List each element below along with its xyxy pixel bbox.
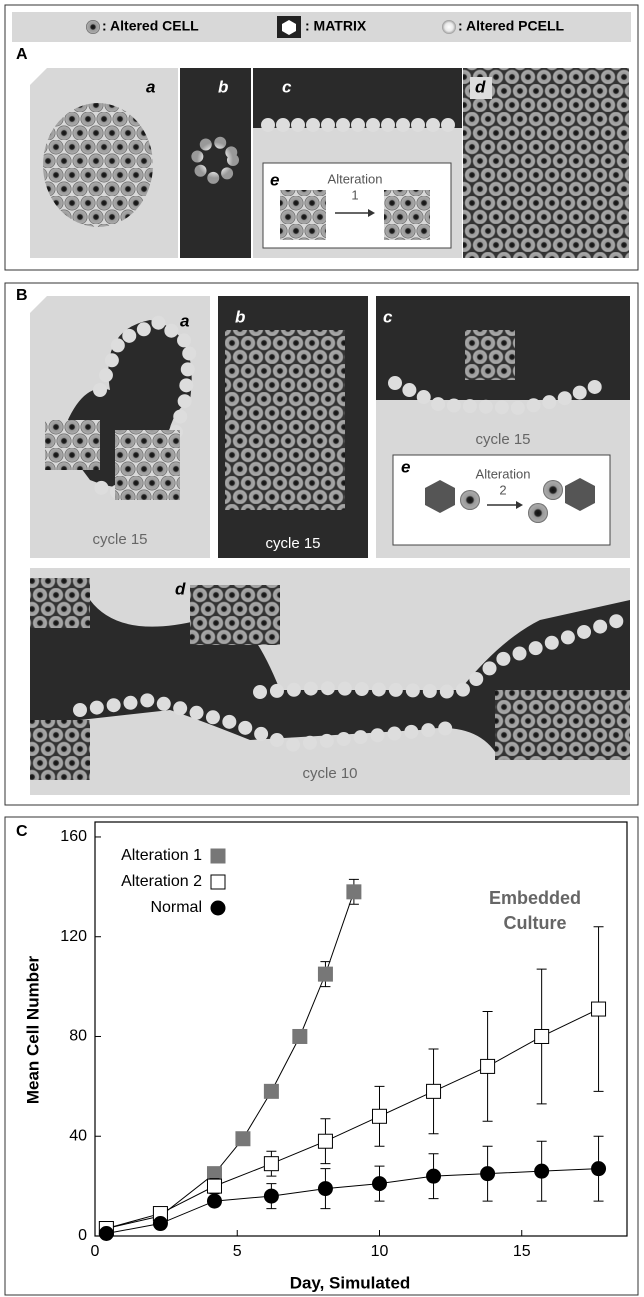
cells <box>225 330 345 510</box>
cells <box>45 420 100 470</box>
y-tick-label: 120 <box>60 928 87 945</box>
legend-text: : Altered CELL <box>102 18 199 34</box>
figure: : Altered CELL : MATRIX : Altered PCELL … <box>0 0 644 1297</box>
cycle-label: cycle 15 <box>92 531 147 548</box>
sub-label: c <box>383 307 393 326</box>
sub-label: c <box>282 77 292 96</box>
marker <box>372 1109 386 1123</box>
cell <box>543 480 563 500</box>
marker <box>535 1029 549 1043</box>
x-axis-label: Day, Simulated <box>290 1273 411 1292</box>
x-tick-label: 15 <box>513 1243 531 1260</box>
legend-marker <box>211 849 225 863</box>
x-tick-label: 10 <box>371 1243 389 1260</box>
sub-label: a <box>180 311 189 330</box>
cells <box>384 190 430 240</box>
cell <box>528 503 548 523</box>
cell-cluster <box>43 103 153 227</box>
legend-pcell <box>442 20 456 34</box>
marker <box>481 1059 495 1073</box>
y-tick-label: 40 <box>69 1127 87 1144</box>
x-tick-label: 0 <box>91 1243 100 1260</box>
marker <box>264 1084 278 1098</box>
legend-marker <box>211 901 225 915</box>
cells <box>465 330 515 380</box>
y-tick-label: 80 <box>69 1028 87 1045</box>
cells <box>115 430 180 500</box>
marker <box>318 1134 332 1148</box>
marker <box>427 1084 441 1098</box>
sub-label: a <box>146 77 155 96</box>
marker <box>427 1169 441 1183</box>
annotation: Embedded <box>489 888 581 908</box>
subpanel <box>180 68 251 258</box>
sub-label: b <box>218 77 228 96</box>
marker <box>207 1179 221 1193</box>
inset-text: Alteration <box>476 466 531 481</box>
marker <box>372 1177 386 1191</box>
marker <box>293 1029 307 1043</box>
cycle-label: cycle 10 <box>302 765 357 782</box>
panel-b: B Alteration 2 b a c d e cycle 15 cycle … <box>5 283 638 805</box>
inset-text: Alteration <box>328 171 383 186</box>
marker <box>592 1002 606 1016</box>
marker <box>318 967 332 981</box>
panel-label: A <box>16 46 28 63</box>
y-axis-label: Mean Cell Number <box>23 955 42 1104</box>
cycle-label: cycle 15 <box>265 535 320 552</box>
y-tick-label: 160 <box>60 828 87 845</box>
legend-label: Normal <box>150 899 202 916</box>
sub-label: d <box>475 77 486 96</box>
legend-cell <box>86 20 100 34</box>
panel-a: : Altered CELL : MATRIX : Altered PCELL … <box>5 5 638 270</box>
cells <box>30 720 90 780</box>
x-tick-label: 5 <box>233 1243 242 1260</box>
marker <box>347 885 361 899</box>
marker <box>207 1194 221 1208</box>
marker <box>264 1157 278 1171</box>
marker <box>264 1189 278 1203</box>
y-tick-label: 0 <box>78 1227 87 1244</box>
panel-label: C <box>16 823 28 840</box>
sub-label: d <box>175 579 186 598</box>
cells <box>190 585 280 645</box>
marker <box>236 1132 250 1146</box>
marker <box>318 1182 332 1196</box>
annotation: Culture <box>504 913 567 933</box>
cells <box>280 190 326 240</box>
inset-text: 1 <box>351 187 358 202</box>
legend-label: Alteration 2 <box>121 873 202 890</box>
marker <box>153 1217 167 1231</box>
inset-text: 2 <box>499 482 506 497</box>
sub-label: b <box>235 307 245 326</box>
legend-marker <box>211 875 225 889</box>
marker <box>535 1164 549 1178</box>
sub-label: e <box>401 457 410 476</box>
marker <box>99 1227 113 1241</box>
cells <box>30 578 90 628</box>
legend-label: Alteration 1 <box>121 847 202 864</box>
cell <box>460 490 480 510</box>
legend-text: : Altered PCELL <box>458 18 564 34</box>
sub-label: e <box>270 170 279 189</box>
marker <box>592 1162 606 1176</box>
legend-text: : MATRIX <box>305 18 367 34</box>
cells <box>495 690 630 760</box>
panel-label: B <box>16 287 28 304</box>
marker <box>481 1167 495 1181</box>
cycle-label: cycle 15 <box>475 431 530 448</box>
